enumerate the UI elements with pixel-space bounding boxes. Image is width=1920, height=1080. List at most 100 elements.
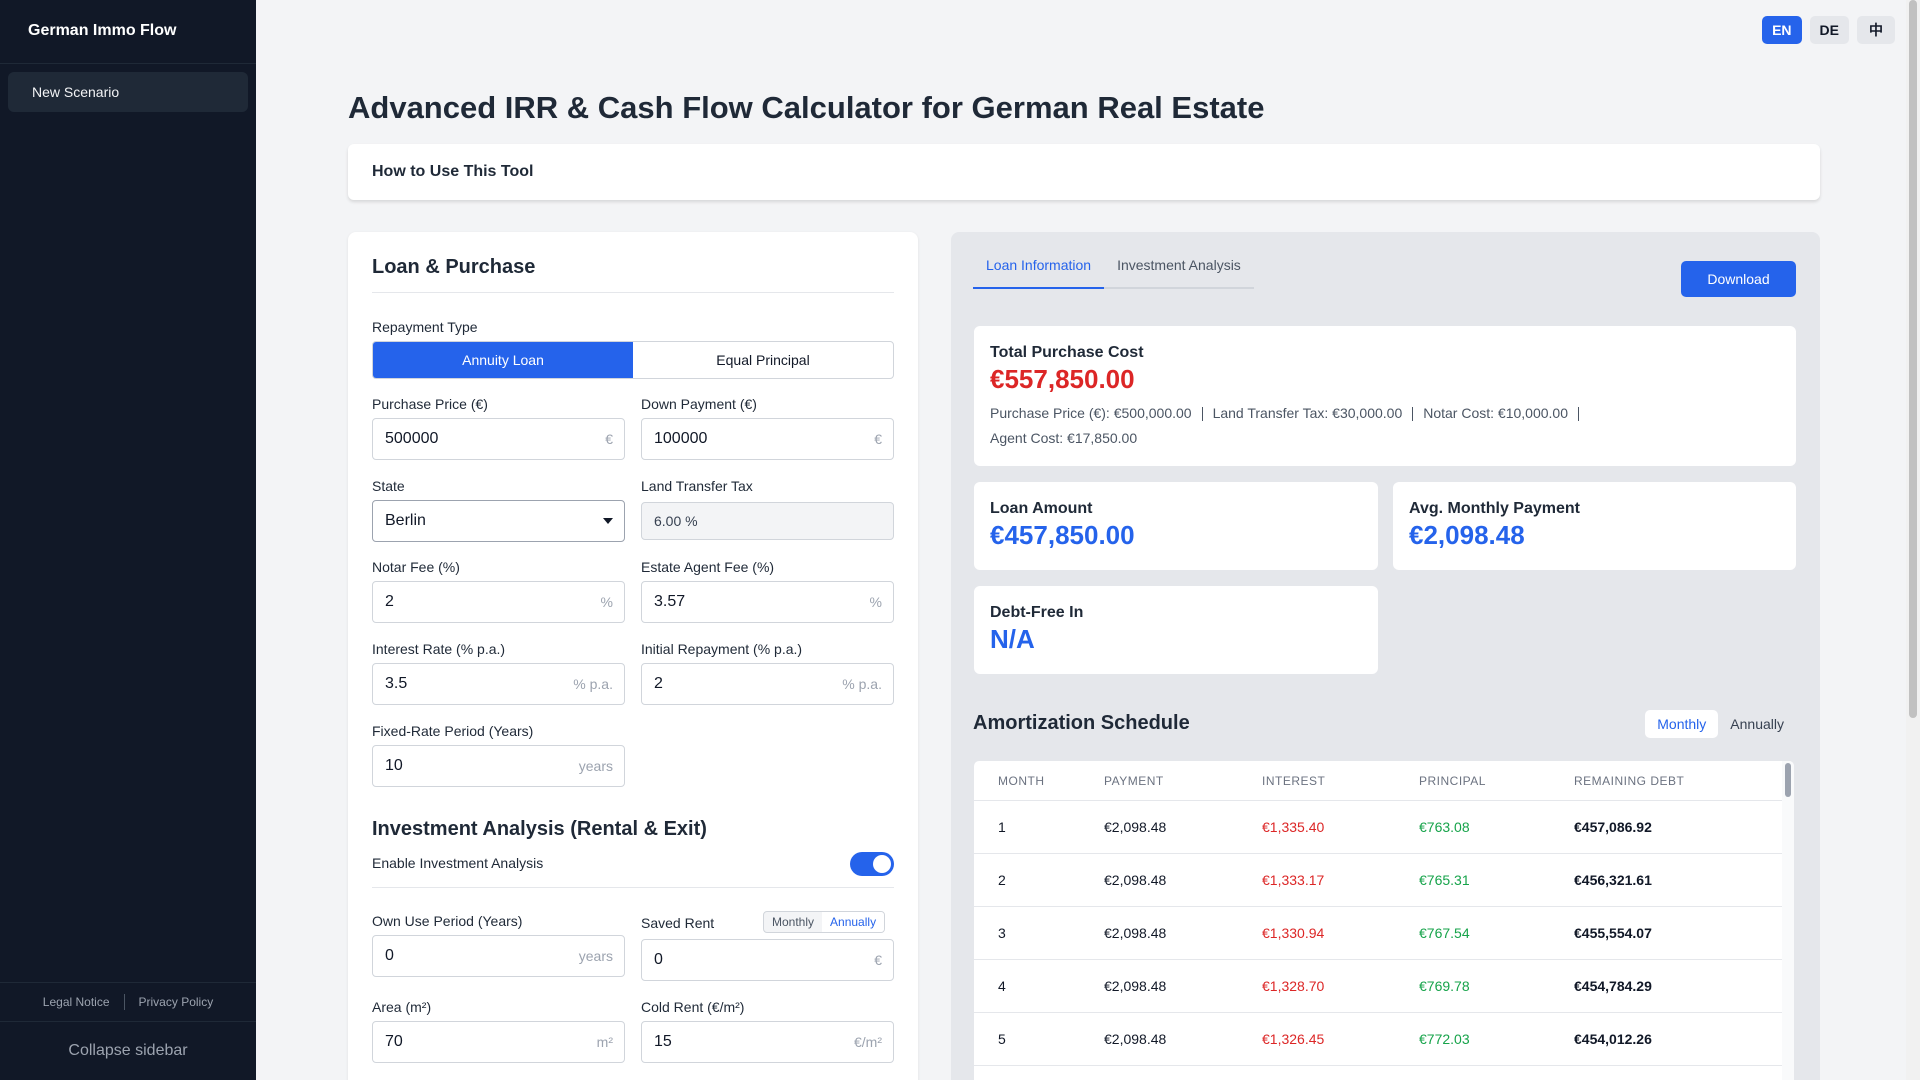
scrollbar-thumb[interactable] <box>1785 763 1791 797</box>
own-use-period-value: 0 <box>385 947 394 964</box>
saved-rent-input[interactable]: 0 € <box>641 939 894 981</box>
divider <box>123 994 125 1010</box>
state-value: Berlin <box>385 512 426 529</box>
table-row: 2 €2,098.48 €1,333.17 €765.31 €456,321.6… <box>974 854 1794 907</box>
estate-agent-fee-label: Estate Agent Fee (%) <box>641 559 775 575</box>
privacy-policy-link[interactable]: Privacy Policy <box>138 995 214 1009</box>
years-suffix: years <box>578 948 613 964</box>
cell-interest: €1,335.40 <box>1262 819 1325 835</box>
column-header-month: MONTH <box>998 773 1045 788</box>
cell-payment: €2,098.48 <box>1104 1031 1167 1047</box>
lang-de-button[interactable]: DE <box>1809 16 1849 44</box>
results-tabs: Loan Information Investment Analysis <box>973 257 1254 289</box>
how-to-use-accordion[interactable]: How to Use This Tool <box>348 144 1820 200</box>
purchase-price-input[interactable]: 500000 € <box>372 418 625 460</box>
percent-pa-suffix: % p.a. <box>573 676 613 692</box>
table-scrollbar[interactable] <box>1782 761 1794 1080</box>
tab-investment-analysis[interactable]: Investment Analysis <box>1117 257 1241 273</box>
down-payment-input[interactable]: 100000 € <box>641 418 894 460</box>
page-scrollbar[interactable] <box>1906 0 1920 1080</box>
amortization-table: MONTH PAYMENT INTEREST PRINCIPAL REMAINI… <box>973 760 1795 1080</box>
state-select[interactable]: Berlin <box>372 500 625 542</box>
language-switcher: EN DE 中 <box>1762 16 1895 44</box>
land-transfer-tax-label: Land Transfer Tax <box>641 478 753 494</box>
investment-section-title: Investment Analysis (Rental & Exit) <box>372 818 707 840</box>
fixed-rate-period-value: 10 <box>385 757 403 774</box>
avg-monthly-payment-value: €2,098.48 <box>1409 520 1525 550</box>
cold-rent-label: Cold Rent (€/m²) <box>641 999 745 1015</box>
own-use-period-label: Own Use Period (Years) <box>372 913 523 929</box>
cell-payment: €2,098.48 <box>1104 819 1167 835</box>
loan-amount-value: €457,850.00 <box>990 520 1135 550</box>
estate-agent-fee-input[interactable]: 3.57 % <box>641 581 894 623</box>
annuity-loan-option[interactable]: Annuity Loan <box>373 342 633 378</box>
cell-remaining-debt: €456,321.61 <box>1574 872 1652 888</box>
years-suffix: years <box>578 758 613 774</box>
equal-principal-option[interactable]: Equal Principal <box>716 352 810 368</box>
column-header-interest: INTEREST <box>1262 773 1326 788</box>
saved-rent-label: Saved Rent <box>641 915 715 931</box>
tab-loan-information[interactable]: Loan Information <box>973 257 1105 289</box>
euro-suffix: € <box>874 952 882 968</box>
saved-rent-period-toggle: Monthly Annually <box>763 911 886 933</box>
divider <box>372 292 894 293</box>
debt-free-title: Debt-Free In <box>990 604 1084 621</box>
state-label: State <box>372 478 405 494</box>
euro-per-sqm-suffix: €/m² <box>854 1034 882 1050</box>
amortization-period-toggle: Monthly Annually <box>1645 710 1796 738</box>
cell-principal: €772.03 <box>1419 1031 1470 1047</box>
initial-repayment-input[interactable]: 2 % p.a. <box>641 663 894 705</box>
cold-rent-value: 15 <box>654 1033 672 1050</box>
interest-rate-input[interactable]: 3.5 % p.a. <box>372 663 625 705</box>
column-header-remaining-debt: REMAINING DEBT <box>1574 773 1685 788</box>
debt-free-card: Debt-Free In N/A <box>974 586 1378 674</box>
table-row: 1 €2,098.48 €1,335.40 €763.08 €457,086.9… <box>974 801 1794 854</box>
enable-investment-toggle[interactable] <box>850 852 894 876</box>
cell-principal: €763.08 <box>1419 819 1470 835</box>
cell-month: 4 <box>998 978 1006 994</box>
notar-fee-input[interactable]: 2 % <box>372 581 625 623</box>
sidebar: German Immo Flow New Scenario Legal Noti… <box>0 0 256 1080</box>
euro-suffix: € <box>605 431 613 447</box>
lang-en-button[interactable]: EN <box>1762 16 1802 44</box>
download-button[interactable]: Download <box>1681 261 1796 297</box>
estate-agent-fee-value: 3.57 <box>654 593 686 610</box>
cold-rent-input[interactable]: 15 €/m² <box>641 1021 894 1063</box>
fixed-rate-period-label: Fixed-Rate Period (Years) <box>372 723 534 739</box>
amortization-annually-option[interactable]: Annually <box>1730 716 1784 732</box>
cell-month: 5 <box>998 1031 1006 1047</box>
cell-month: 3 <box>998 925 1006 941</box>
divider <box>1201 407 1203 422</box>
total-purchase-cost-value: €557,850.00 <box>990 364 1135 394</box>
cell-remaining-debt: €454,784.29 <box>1574 978 1652 994</box>
cell-payment: €2,098.48 <box>1104 872 1167 888</box>
area-input[interactable]: 70 m² <box>372 1021 625 1063</box>
area-label: Area (m²) <box>372 999 432 1015</box>
column-header-principal: PRINCIPAL <box>1419 773 1486 788</box>
percent-pa-suffix: % p.a. <box>842 676 882 692</box>
amortization-monthly-option[interactable]: Monthly <box>1645 710 1719 738</box>
lang-zh-button[interactable]: 中 <box>1857 16 1895 44</box>
collapse-sidebar-button[interactable]: Collapse sidebar <box>68 1042 188 1059</box>
cell-payment: €2,098.48 <box>1104 978 1167 994</box>
saved-rent-annually-option[interactable]: Annually <box>822 912 885 932</box>
cell-interest: €1,328.70 <box>1262 978 1325 994</box>
cell-interest: €1,333.17 <box>1262 872 1325 888</box>
avg-monthly-payment-card: Avg. Monthly Payment €2,098.48 <box>1393 482 1796 570</box>
sidebar-item-new-scenario[interactable]: New Scenario <box>8 72 248 112</box>
divider <box>1412 407 1414 422</box>
cell-remaining-debt: €457,086.92 <box>1574 819 1652 835</box>
notar-fee-label: Notar Fee (%) <box>372 559 460 575</box>
own-use-period-input[interactable]: 0 years <box>372 935 625 977</box>
initial-repayment-label: Initial Repayment (% p.a.) <box>641 641 803 657</box>
total-purchase-cost-card: Total Purchase Cost €557,850.00 Purchase… <box>974 326 1796 466</box>
fixed-rate-period-input[interactable]: 10 years <box>372 745 625 787</box>
scrollbar-thumb[interactable] <box>1909 0 1917 718</box>
legal-notice-link[interactable]: Legal Notice <box>42 995 110 1009</box>
total-purchase-cost-title: Total Purchase Cost <box>990 344 1144 361</box>
saved-rent-monthly-option[interactable]: Monthly <box>772 915 815 929</box>
land-transfer-tax-field: 6.00 % <box>641 502 894 540</box>
euro-suffix: € <box>874 431 882 447</box>
percent-suffix: % <box>869 594 882 610</box>
divider <box>1578 407 1579 422</box>
